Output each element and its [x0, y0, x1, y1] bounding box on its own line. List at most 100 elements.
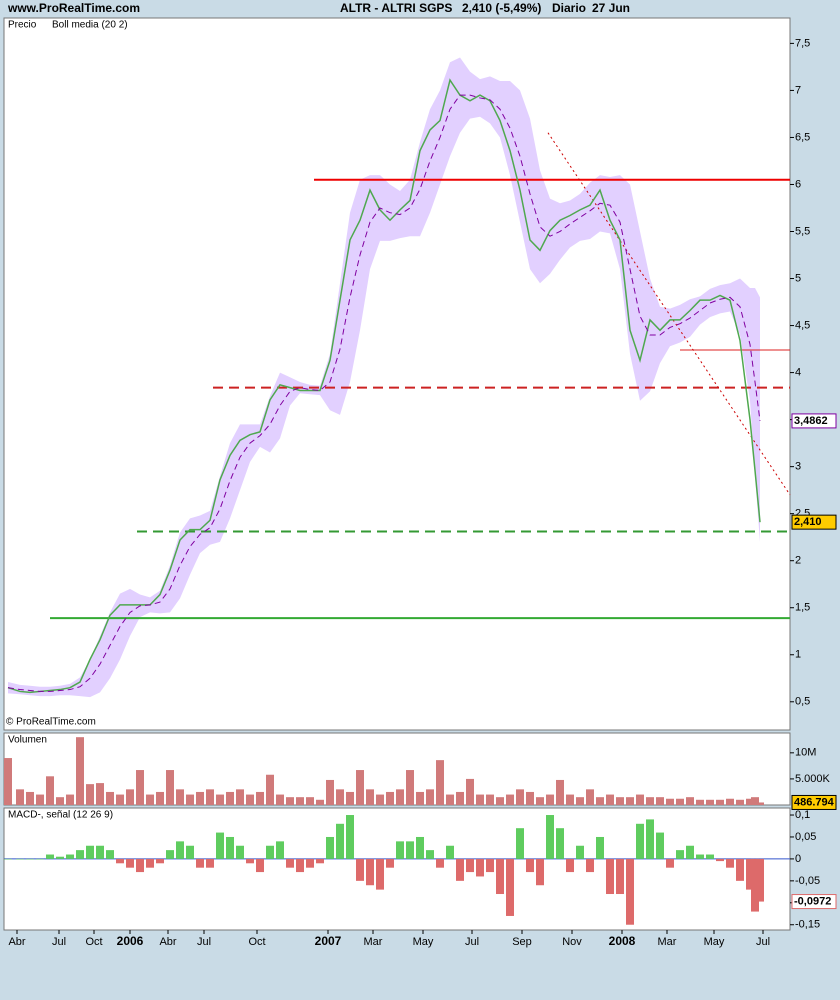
bar: [746, 858, 754, 890]
bar: [436, 858, 444, 868]
bar: [456, 791, 464, 805]
last-value-box: [791, 514, 837, 530]
last-value-label: -0,0972: [794, 895, 831, 907]
bar: [196, 791, 204, 805]
bar: [206, 858, 214, 868]
bar: [576, 845, 584, 859]
bar: [556, 828, 564, 859]
bar: [46, 854, 54, 859]
bar: [676, 798, 684, 805]
bar: [496, 797, 504, 805]
bar: [656, 797, 664, 805]
bar: [76, 850, 84, 859]
x-tick-label: Jul: [465, 936, 479, 948]
bar: [296, 797, 304, 805]
bar: [226, 791, 234, 805]
bar: [236, 789, 244, 805]
x-tick-label: Sep: [512, 936, 532, 948]
bar: [626, 858, 634, 925]
y-tick-label: 6,5: [795, 131, 810, 143]
bar: [566, 858, 574, 873]
bar: [646, 797, 654, 805]
bar: [626, 797, 634, 805]
x-tick-label: Nov: [562, 936, 582, 948]
bar: [406, 770, 414, 805]
bar: [576, 797, 584, 805]
bar: [456, 858, 464, 881]
bar: [396, 841, 404, 859]
bar: [686, 797, 694, 805]
bar: [46, 776, 54, 805]
y-tick-label: 4,5: [795, 319, 810, 331]
bar: [206, 789, 214, 805]
bar: [466, 858, 474, 873]
bar: [406, 841, 414, 859]
bar: [56, 797, 64, 805]
panel-label: Volumen: [8, 735, 47, 746]
bar: [116, 794, 124, 805]
bar: [506, 858, 514, 916]
bar: [86, 784, 94, 805]
bar: [426, 789, 434, 805]
bar: [36, 794, 44, 805]
bar: [246, 794, 254, 805]
y-tick-label: 3: [795, 461, 801, 473]
bar: [706, 854, 714, 859]
bar: [356, 770, 364, 805]
bar: [346, 815, 354, 859]
bar: [416, 836, 424, 859]
bar: [186, 845, 194, 859]
y-tick-label: 1: [795, 649, 801, 661]
bar: [416, 791, 424, 805]
bar: [476, 794, 484, 805]
bar: [446, 845, 454, 859]
bar: [666, 858, 674, 868]
bar: [276, 794, 284, 805]
bar: [446, 794, 454, 805]
bar: [756, 858, 764, 902]
bar: [256, 791, 264, 805]
bar: [566, 794, 574, 805]
bar: [96, 783, 104, 805]
bar: [306, 858, 314, 868]
bar: [636, 794, 644, 805]
bar: [316, 799, 324, 805]
bar: [106, 791, 114, 805]
bar: [536, 797, 544, 805]
bar: [166, 850, 174, 859]
bar: [506, 794, 514, 805]
bar: [136, 770, 144, 805]
bar: [276, 841, 284, 859]
bar: [716, 799, 724, 805]
x-tick-label: May: [413, 936, 434, 948]
bar: [176, 841, 184, 859]
y-tick-label: -0,05: [795, 875, 820, 887]
bar: [486, 794, 494, 805]
bar: [236, 845, 244, 859]
bar: [266, 845, 274, 859]
y-tick-label: 2: [795, 555, 801, 567]
period: Diario: [552, 1, 586, 15]
bar: [526, 791, 534, 805]
bar: [396, 789, 404, 805]
y-tick-label: -0,15: [795, 919, 820, 931]
bar: [536, 858, 544, 886]
bar: [146, 794, 154, 805]
y-tick-label: 6: [795, 178, 801, 190]
x-tick-label: Mar: [364, 936, 383, 948]
bar: [756, 802, 764, 805]
bar: [186, 794, 194, 805]
bar: [726, 858, 734, 868]
last-value-label: 486.794: [794, 796, 835, 808]
price-line: [7, 78, 761, 694]
bar: [696, 854, 704, 859]
bar: [586, 789, 594, 805]
bar: [336, 789, 344, 805]
bar: [36, 858, 44, 860]
x-tick-label: Jul: [52, 936, 66, 948]
bar: [426, 850, 434, 859]
bar: [516, 828, 524, 859]
y-tick-label: 10M: [795, 747, 816, 759]
bar: [246, 858, 254, 864]
